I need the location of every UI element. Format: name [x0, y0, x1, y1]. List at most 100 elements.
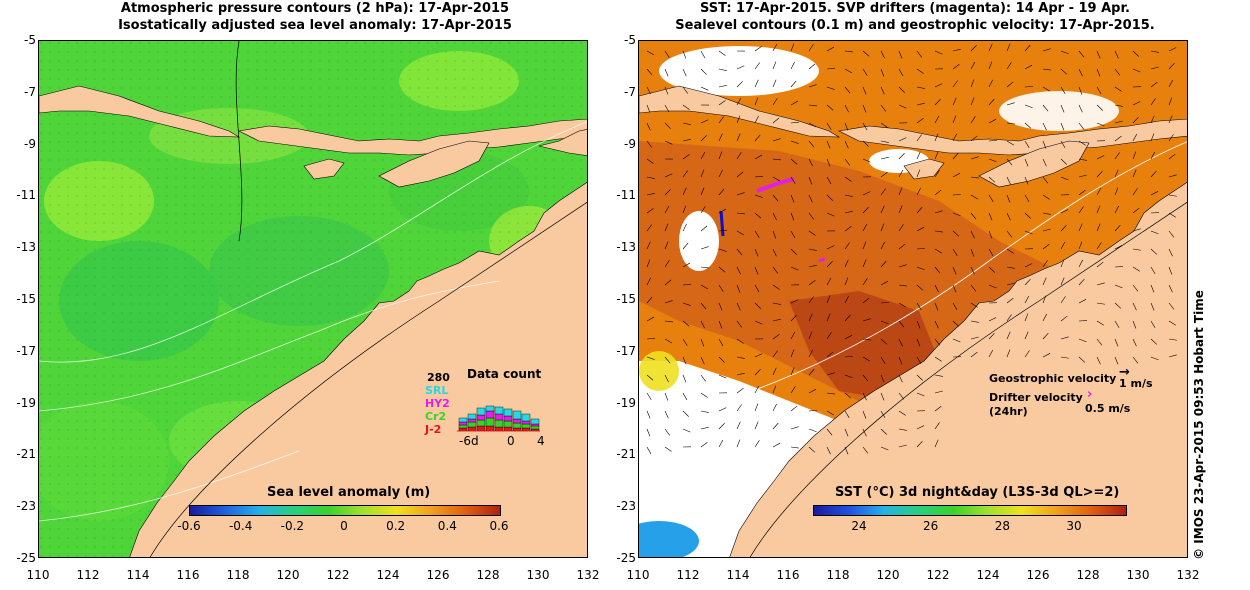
velocity-arrow — [646, 259, 651, 268]
velocity-arrow — [1168, 320, 1176, 326]
right-title-line1: SST: 17-Apr-2015. SVP drifters (magenta)… — [700, 1, 1130, 16]
velocity-arrow — [1078, 356, 1086, 363]
velocity-arrow — [736, 192, 745, 196]
velocity-arrow — [718, 68, 727, 72]
velocity-arrow — [934, 284, 939, 293]
histogram-bar — [494, 413, 504, 421]
sla-ticks-tick: -0.2 — [280, 519, 305, 533]
velocity-arrow — [1024, 230, 1033, 235]
velocity-arrow — [898, 410, 906, 416]
velocity-arrow — [664, 241, 669, 250]
velocity-arrow — [1150, 151, 1156, 160]
velocity-arrow — [736, 356, 745, 359]
left-lat-label: -19 — [16, 395, 36, 410]
left-lon-label: 120 — [276, 568, 300, 582]
velocity-arrow — [664, 446, 672, 452]
velocity-arrow — [880, 86, 885, 95]
velocity-arrow — [916, 356, 922, 365]
velocity-arrow — [790, 140, 799, 144]
velocity-arrow — [736, 372, 745, 376]
velocity-arrow — [844, 277, 849, 286]
velocity-arrow — [1150, 50, 1159, 53]
velocity-arrow — [808, 368, 815, 376]
left-lat-label: -23 — [16, 499, 36, 514]
velocity-arrow — [736, 388, 744, 394]
velocity-arrow — [898, 374, 903, 383]
velocity-arrow — [754, 212, 762, 219]
velocity-arrow — [682, 104, 690, 110]
velocity-arrow — [736, 439, 741, 448]
velocity-arrow — [682, 374, 687, 383]
velocity-arrow — [1042, 353, 1051, 358]
velocity-arrow — [826, 194, 833, 201]
histogram-bar — [512, 410, 522, 420]
velocity-arrow — [646, 86, 651, 95]
velocity-arrow — [700, 151, 706, 160]
sst-map: Geostrophic velocity → 1 m/s Drifter vel… — [638, 40, 1188, 558]
left-lat-label: -13 — [16, 240, 36, 255]
velocity-arrow — [682, 139, 691, 142]
velocity-arrow — [700, 206, 706, 214]
velocity-arrow — [862, 356, 870, 362]
velocity-arrow — [1096, 187, 1102, 196]
velocity-arrow — [1042, 313, 1048, 322]
histogram-bar — [485, 425, 495, 432]
velocity-arrow — [754, 353, 763, 358]
histogram-bar — [503, 415, 513, 422]
left-lat-label: -21 — [16, 447, 36, 462]
right-lon-label: 130 — [1126, 568, 1150, 582]
velocity-arrow — [970, 302, 978, 308]
velocity-arrow — [934, 133, 939, 142]
velocity-arrow — [1078, 299, 1087, 304]
velocity-arrow — [1096, 86, 1102, 95]
velocity-arrow — [934, 210, 943, 214]
velocity-arrow — [916, 320, 921, 329]
copyright-text: © IMOS 23-Apr-2015 09:53 Hobart Time — [1192, 290, 1206, 560]
velocity-arrow — [736, 266, 741, 275]
velocity-arrow — [1150, 133, 1155, 142]
left-title-line2: Isostatically adjusted sea level anomaly… — [118, 18, 512, 33]
velocity-arrow — [898, 320, 905, 328]
velocity-arrow — [844, 392, 852, 399]
histogram-bar — [512, 422, 522, 429]
velocity-arrow — [862, 223, 868, 232]
velocity-arrow — [952, 248, 958, 256]
velocity-arrow — [754, 175, 763, 178]
velocity-arrow — [664, 279, 672, 286]
velocity-arrow — [934, 230, 943, 233]
sst-colorbar — [813, 505, 1127, 516]
velocity-arrow — [700, 119, 709, 124]
velocity-arrow — [1132, 188, 1138, 196]
velocity-arrow — [718, 284, 724, 292]
velocity-arrow — [700, 187, 705, 196]
velocity-arrow — [1096, 205, 1101, 214]
velocity-arrow — [1168, 134, 1174, 142]
velocity-arrow — [808, 296, 814, 304]
velocity-arrow — [1150, 356, 1159, 361]
velocity-arrow — [844, 356, 853, 358]
svp-drifter-track — [756, 177, 795, 193]
velocity-arrow — [718, 100, 726, 106]
velocity-arrow — [718, 116, 724, 124]
velocity-arrow — [664, 173, 673, 178]
velocity-arrow — [808, 410, 817, 412]
velocity-arrow — [646, 277, 651, 286]
velocity-arrow — [826, 140, 831, 149]
velocity-arrow — [736, 81, 743, 88]
velocity-arrow — [790, 121, 799, 124]
sea-level-anomaly-map: Sea level anomaly (m) -0.6 -0.4 -0.2 0 0.2 0.… — [38, 40, 588, 558]
velocity-arrow — [970, 320, 979, 323]
velocity-arrow — [664, 50, 670, 58]
velocity-arrow — [1096, 122, 1105, 127]
velocity-arrow — [1132, 169, 1137, 178]
velocity-arrow — [916, 248, 925, 250]
velocity-arrow — [1060, 277, 1065, 286]
velocity-arrow — [898, 169, 904, 178]
velocity-arrow — [646, 208, 654, 214]
velocity-arrow — [682, 50, 687, 59]
velocity-arrow — [772, 266, 779, 274]
histogram-bar — [503, 420, 513, 428]
velocity-arrow — [808, 212, 815, 220]
velocity-arrow — [1024, 122, 1032, 129]
velocity-arrow — [1042, 295, 1047, 304]
